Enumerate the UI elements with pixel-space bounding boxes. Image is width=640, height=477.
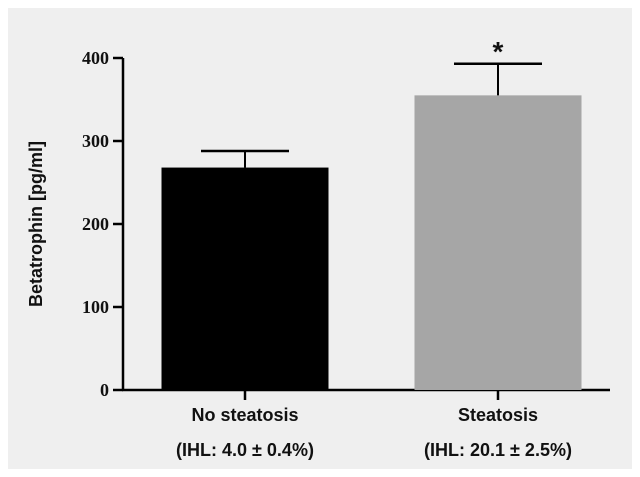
bar bbox=[161, 167, 329, 390]
category-label: No steatosis bbox=[191, 405, 298, 425]
error-bars bbox=[201, 62, 542, 168]
y-axis-label: Betatrophin [pg/ml] bbox=[26, 141, 46, 307]
category-sublabel: (IHL: 20.1 ± 2.5%) bbox=[424, 440, 572, 460]
category-labels: No steatosis (IHL: 4.0 ± 0.4%) Steatosis (I… bbox=[176, 405, 572, 460]
significance-asterisk: * bbox=[493, 36, 504, 67]
bar bbox=[414, 95, 582, 390]
y-tick-label: 0 bbox=[100, 380, 109, 400]
y-tick-label: 100 bbox=[82, 297, 109, 317]
category-label: Steatosis bbox=[458, 405, 538, 425]
category-sublabel: (IHL: 4.0 ± 0.4%) bbox=[176, 440, 314, 460]
annotations: * bbox=[493, 36, 504, 67]
y-tick-label: 200 bbox=[82, 214, 109, 234]
x-axis bbox=[122, 388, 610, 400]
bars bbox=[161, 95, 582, 390]
y-tick-label: 400 bbox=[82, 48, 109, 68]
y-tick-label: 300 bbox=[82, 131, 109, 151]
y-axis: 0 100 200 300 400 bbox=[82, 48, 125, 400]
